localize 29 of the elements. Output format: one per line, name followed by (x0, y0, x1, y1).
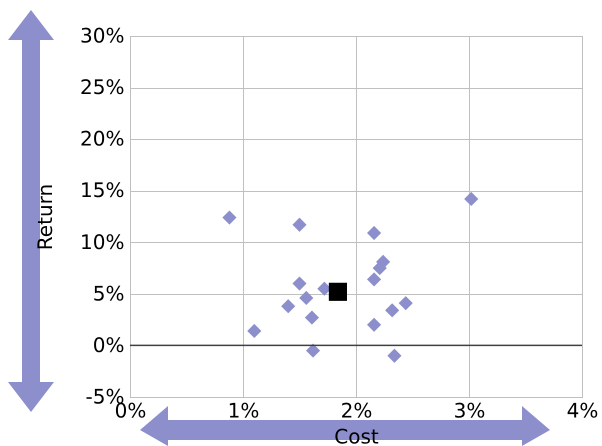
x-tick-label: 2% (340, 398, 372, 422)
point (328, 282, 348, 301)
x-tick-label: 4% (566, 398, 598, 422)
y-tick-label: 5% (92, 281, 124, 306)
point (292, 218, 307, 232)
y-tick-label: 0% (92, 332, 124, 357)
point (367, 272, 382, 286)
point (367, 226, 382, 240)
y-axis-title: Return (33, 184, 58, 250)
x-tick-label: 1% (228, 398, 260, 422)
point (372, 261, 387, 276)
point (292, 276, 307, 291)
y-tick-label: 25% (80, 75, 124, 100)
x-tick-label: 3% (454, 398, 486, 422)
point (387, 348, 402, 363)
point (222, 210, 237, 225)
point (281, 299, 296, 314)
point (247, 324, 262, 338)
y-tick-label: 30% (80, 24, 124, 48)
y-tick-label: 15% (80, 178, 124, 202)
point (464, 192, 478, 206)
y-tick-label: 10% (80, 230, 124, 254)
point (306, 344, 320, 358)
point (385, 303, 400, 318)
point (304, 310, 319, 325)
point (398, 296, 413, 310)
point (367, 318, 382, 332)
point (299, 290, 314, 306)
y-tick-label: 20% (80, 126, 124, 151)
